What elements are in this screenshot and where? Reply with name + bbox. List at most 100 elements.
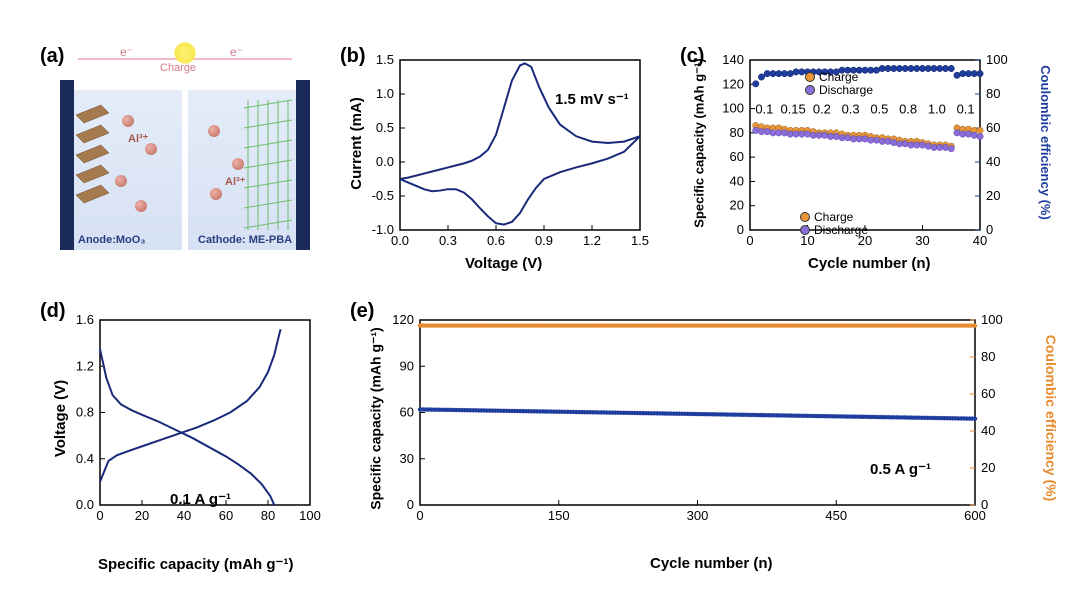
panel-d-annotation: 0.1 A g⁻¹ [170, 490, 231, 508]
svg-text:0.8: 0.8 [899, 101, 917, 116]
svg-text:0.3: 0.3 [439, 233, 457, 248]
ion [210, 188, 222, 200]
svg-text:0.2: 0.2 [813, 101, 831, 116]
svg-text:0.8: 0.8 [76, 405, 94, 420]
figure-container: (a) e⁻ Charge e⁻ [0, 0, 1080, 616]
svg-text:90: 90 [400, 358, 414, 373]
panel-b-ylabel: Current (mA) [348, 97, 365, 190]
svg-text:1.2: 1.2 [583, 233, 601, 248]
panel-c-chart: 0102030400204060801001201400204060801000… [745, 55, 1005, 255]
svg-text:140: 140 [722, 52, 744, 67]
panel-c-xlabel: Cycle number (n) [808, 255, 931, 272]
panel-c-legend-discharge: Discharge [800, 223, 868, 237]
svg-text:120: 120 [722, 76, 744, 91]
panel-c-legend-charge: Charge [800, 210, 853, 224]
svg-text:100: 100 [986, 52, 1008, 67]
svg-text:150: 150 [548, 508, 570, 523]
svg-text:1.5: 1.5 [376, 52, 394, 67]
cathode-material-icon [244, 100, 292, 230]
anode-label: Anode:MoO₃ [78, 234, 145, 246]
svg-text:0: 0 [737, 222, 744, 237]
ion [122, 115, 134, 127]
svg-text:100: 100 [299, 508, 321, 523]
svg-text:0: 0 [746, 233, 753, 248]
svg-text:0.1: 0.1 [755, 101, 773, 116]
panel-b-chart: 0.00.30.60.91.21.5-1.0-0.50.00.51.01.5 [395, 55, 655, 255]
svg-text:300: 300 [687, 508, 709, 523]
panel-b-annotation: 1.5 mV s⁻¹ [555, 90, 629, 108]
bulb-icon [174, 42, 196, 64]
panel-e-label: (e) [350, 300, 374, 323]
panel-c-ylabel2: Coulombic efficiency (%) [1038, 65, 1053, 220]
svg-text:0: 0 [96, 508, 103, 523]
svg-text:80: 80 [261, 508, 275, 523]
svg-text:40: 40 [177, 508, 191, 523]
ion-label-right: Al³⁺ [225, 175, 245, 188]
svg-text:40: 40 [730, 173, 744, 188]
electron-label-left: e⁻ [120, 45, 133, 59]
svg-text:0.6: 0.6 [487, 233, 505, 248]
svg-text:0.1: 0.1 [957, 101, 975, 116]
cathode-label: Cathode: ME-PBA [198, 234, 292, 246]
panel-d-ylabel: Voltage (V) [52, 380, 69, 457]
anode-material-icon [76, 105, 116, 225]
panel-b-xlabel: Voltage (V) [465, 255, 542, 272]
svg-text:1.0: 1.0 [928, 101, 946, 116]
panel-a-schematic: e⁻ Charge e⁻ [60, 80, 310, 250]
ion-label-left: Al³⁺ [128, 132, 148, 145]
svg-text:100: 100 [722, 101, 744, 116]
svg-text:80: 80 [986, 86, 1000, 101]
panel-d-xlabel: Specific capacity (mAh g⁻¹) [98, 555, 293, 573]
svg-text:0: 0 [981, 497, 988, 512]
svg-text:40: 40 [981, 423, 995, 438]
svg-text:1.0: 1.0 [376, 86, 394, 101]
svg-text:20: 20 [730, 198, 744, 213]
svg-text:80: 80 [730, 125, 744, 140]
svg-text:60: 60 [730, 149, 744, 164]
ion [208, 125, 220, 137]
panel-b-label: (b) [340, 45, 366, 68]
svg-text:0.15: 0.15 [780, 101, 805, 116]
svg-text:0.0: 0.0 [376, 154, 394, 169]
svg-text:0: 0 [407, 497, 414, 512]
ion [135, 200, 147, 212]
panel-d-label: (d) [40, 300, 66, 323]
svg-text:60: 60 [986, 120, 1000, 135]
svg-text:40: 40 [986, 154, 1000, 169]
svg-text:-0.5: -0.5 [372, 188, 394, 203]
panel-c-ylabel: Specific capacity (mAh g⁻¹) [692, 58, 708, 227]
svg-text:30: 30 [400, 451, 414, 466]
svg-text:20: 20 [986, 188, 1000, 203]
svg-text:450: 450 [825, 508, 847, 523]
panel-c-top-legend-charge: Charge [805, 70, 858, 84]
svg-text:0.4: 0.4 [76, 451, 94, 466]
svg-text:-1.0: -1.0 [372, 222, 394, 237]
charge-label: Charge [160, 62, 196, 74]
panel-e-chart: 01503004506000306090120020406080100 [415, 315, 1005, 530]
panel-c-top-legend-discharge: Discharge [805, 83, 873, 97]
svg-text:120: 120 [392, 312, 414, 327]
ion [115, 175, 127, 187]
ion [232, 158, 244, 170]
svg-text:0: 0 [416, 508, 423, 523]
svg-text:20: 20 [981, 460, 995, 475]
svg-text:1.6: 1.6 [76, 312, 94, 327]
svg-text:60: 60 [981, 386, 995, 401]
svg-text:80: 80 [981, 349, 995, 364]
svg-text:20: 20 [135, 508, 149, 523]
panel-e-xlabel: Cycle number (n) [650, 555, 773, 572]
cathode-electrode [296, 80, 310, 250]
svg-text:0.5: 0.5 [870, 101, 888, 116]
svg-text:60: 60 [219, 508, 233, 523]
panel-e-ylabel2: Coulombic efficiency (%) [1043, 335, 1059, 501]
svg-text:0.9: 0.9 [535, 233, 553, 248]
electron-label-right: e⁻ [230, 45, 243, 59]
svg-text:0.3: 0.3 [842, 101, 860, 116]
svg-text:30: 30 [915, 233, 929, 248]
svg-text:0.5: 0.5 [376, 120, 394, 135]
anode-electrode [60, 80, 74, 250]
panel-e-annotation: 0.5 A g⁻¹ [870, 460, 931, 478]
svg-text:0.0: 0.0 [76, 497, 94, 512]
svg-text:0: 0 [986, 222, 993, 237]
panel-e-ylabel: Specific capacity (mAh g⁻¹) [368, 327, 385, 509]
